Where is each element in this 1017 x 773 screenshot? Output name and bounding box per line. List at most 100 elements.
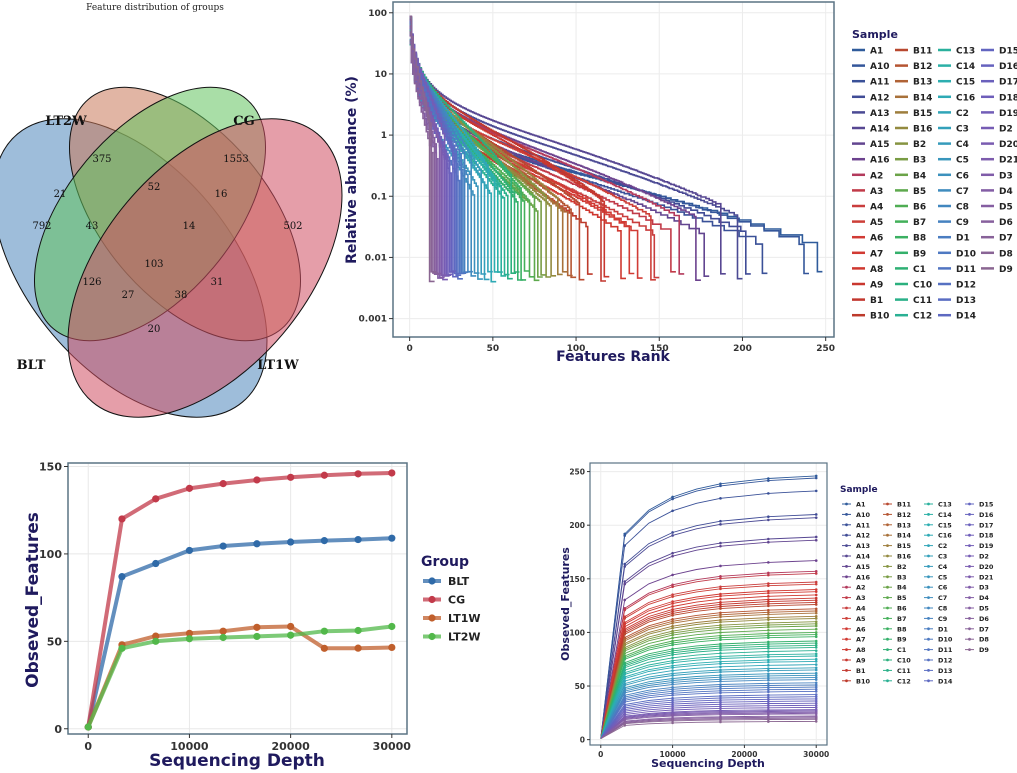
group-legend-label: CG — [448, 594, 465, 607]
sample-series-point — [671, 608, 674, 611]
sample-series-point — [814, 622, 818, 626]
sample-series-point — [671, 593, 674, 596]
sample-legend-label: A12 — [856, 532, 870, 540]
sample-legend-key-point — [845, 617, 848, 620]
rank-legend-label: D14 — [956, 312, 976, 322]
sample-legend-label: B11 — [897, 501, 911, 509]
sample-series-point — [814, 643, 818, 647]
venn-count-lt2w-only: 375 — [92, 154, 111, 165]
sample-series-point — [719, 631, 722, 634]
sample-series-point — [767, 598, 770, 601]
sample-series-point — [671, 610, 674, 613]
sample-series-line — [600, 646, 817, 739]
sample-series-point — [719, 484, 722, 488]
sample-series-point — [671, 686, 674, 689]
sample-series-point — [767, 571, 770, 575]
sample-series-point — [767, 700, 770, 703]
sample-legend-label: B6 — [897, 605, 907, 613]
sample-series-point — [671, 683, 674, 686]
group-series-point — [185, 635, 194, 643]
sample-series-line — [600, 700, 817, 739]
sample-series-point — [814, 590, 818, 593]
sample-series-point — [814, 693, 818, 696]
group-series-point — [287, 622, 295, 631]
sample-legend-label: C11 — [897, 667, 911, 675]
sample-series-line — [600, 660, 817, 739]
sample-legend-label: D6 — [979, 615, 989, 623]
sample-series-point — [719, 689, 722, 693]
sample-series-point — [671, 554, 674, 558]
sample-series-point — [671, 641, 674, 645]
group-y-tick-label: 150 — [39, 460, 62, 473]
sample-series-point — [719, 713, 722, 716]
sample-series-point — [767, 678, 770, 682]
venn-count-blt-lt2w-cg: 43 — [86, 221, 99, 232]
sample-series-point — [623, 580, 627, 583]
sample-series-point — [814, 660, 818, 663]
sample-series-point — [671, 602, 674, 605]
sample-series-point — [814, 706, 818, 709]
sample-legend-key-point — [968, 585, 971, 589]
group-series-point — [388, 643, 396, 652]
sample-series-point — [719, 519, 722, 523]
rank-legend-label: A2 — [870, 171, 883, 181]
rank-legend-label: C15 — [956, 78, 975, 88]
sample-legend-key-point — [845, 544, 848, 547]
sample-legend-key-point — [968, 606, 971, 610]
sample-series-line — [600, 707, 817, 739]
sample-series-point — [671, 639, 674, 643]
sample-series-point — [814, 635, 818, 639]
sample-y-tick-label: 250 — [569, 468, 585, 477]
sample-series-point — [671, 708, 674, 712]
sample-series-point — [719, 597, 722, 601]
rank-legend-label: B8 — [913, 234, 926, 244]
sample-legend-key-point — [845, 596, 848, 599]
group-legend-title: Group — [421, 554, 469, 570]
sample-series-line — [600, 604, 817, 739]
sample-legend-key-point — [845, 606, 848, 610]
sample-series-point — [719, 523, 722, 526]
sample-series-point — [623, 565, 627, 568]
sample-series-line — [600, 610, 817, 739]
sample-series-point — [719, 634, 722, 637]
sample-series-point — [767, 720, 770, 723]
sample-series-point — [814, 646, 818, 649]
sample-legend-key-point — [886, 658, 889, 662]
sample-series-point — [623, 679, 627, 683]
sample-series-point — [671, 573, 674, 577]
sample-series-point — [671, 636, 674, 640]
sample-series-point — [623, 534, 627, 537]
sample-series-line — [600, 601, 817, 739]
sample-series-point — [671, 653, 674, 657]
sample-series-point — [671, 721, 674, 725]
sample-legend-label: D10 — [938, 636, 953, 644]
group-x-axis-title: Sequencing Depth — [149, 751, 325, 771]
sample-y-tick-label: 0 — [580, 736, 585, 745]
sample-legend-key-point — [968, 596, 971, 599]
sample-x-tick-label: 20000 — [731, 750, 757, 759]
sample-series-point — [671, 612, 674, 615]
sample-y-tick-label: 50 — [575, 682, 585, 691]
sample-series-point — [767, 591, 770, 595]
sample-series-point — [671, 647, 674, 651]
sample-series-point — [767, 613, 770, 616]
group-series-point — [354, 470, 362, 478]
sample-series-point — [671, 659, 674, 663]
rank-legend-label: A5 — [870, 218, 883, 228]
sample-series-point — [719, 648, 722, 652]
group-series-point — [118, 644, 126, 652]
sample-series-line — [600, 698, 817, 739]
sample-series-point — [767, 676, 770, 680]
rank-legend-label: A1 — [870, 47, 883, 57]
sample-series-point — [719, 575, 722, 578]
sample-legend-label: D17 — [979, 521, 993, 529]
sample-series-point — [814, 678, 818, 681]
sample-legend-key-point — [845, 585, 848, 589]
sample-legend-key-point — [927, 554, 930, 558]
sample-legend: A1 A10 A11 A12 A13 A14 A15 A16 A2 A3 A4 A5 A6 A7 A8 A9 B… — [842, 501, 994, 685]
group-series-point — [388, 622, 396, 631]
sample-series-point — [767, 573, 770, 577]
sample-series-point — [767, 642, 770, 646]
sample-legend-label: A3 — [856, 594, 866, 602]
sample-series-point — [767, 706, 770, 710]
